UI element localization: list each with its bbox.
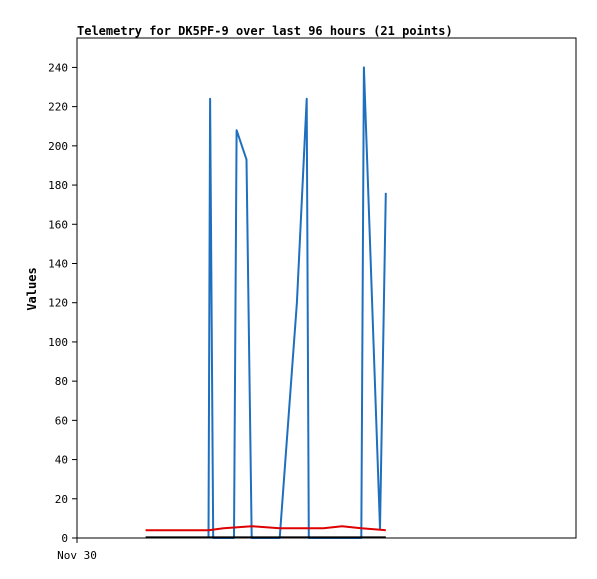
x-axis-ticks: Nov 30 [57, 538, 97, 562]
plot-area [76, 37, 577, 539]
y-tick-label: 40 [55, 454, 68, 467]
y-tick-label: 140 [48, 257, 68, 270]
series-line-1 [207, 66, 387, 539]
series-group [145, 66, 387, 539]
chart-title: Telemetry for DK5PF-9 over last 96 hours… [77, 24, 453, 38]
y-tick-label: 160 [48, 218, 68, 231]
y-tick-label: 100 [48, 336, 68, 349]
y-tick-label: 60 [55, 414, 68, 427]
series-line-2 [145, 525, 386, 532]
y-tick-label: 80 [55, 375, 68, 388]
y-tick-label: 20 [55, 493, 68, 506]
y-tick-label: 0 [61, 532, 68, 545]
y-axis-ticks: 0 20 40 60 80 100 120 140 160 180 200 220 240 [48, 61, 77, 545]
y-tick-label: 200 [48, 140, 68, 153]
y-tick-label: 220 [48, 101, 68, 114]
x-tick-label: Nov 30 [57, 549, 97, 562]
y-tick-label: 120 [48, 297, 68, 310]
y-tick-label: 180 [48, 179, 68, 192]
y-tick-label: 240 [48, 61, 68, 74]
y-axis-label: Values [25, 267, 39, 310]
